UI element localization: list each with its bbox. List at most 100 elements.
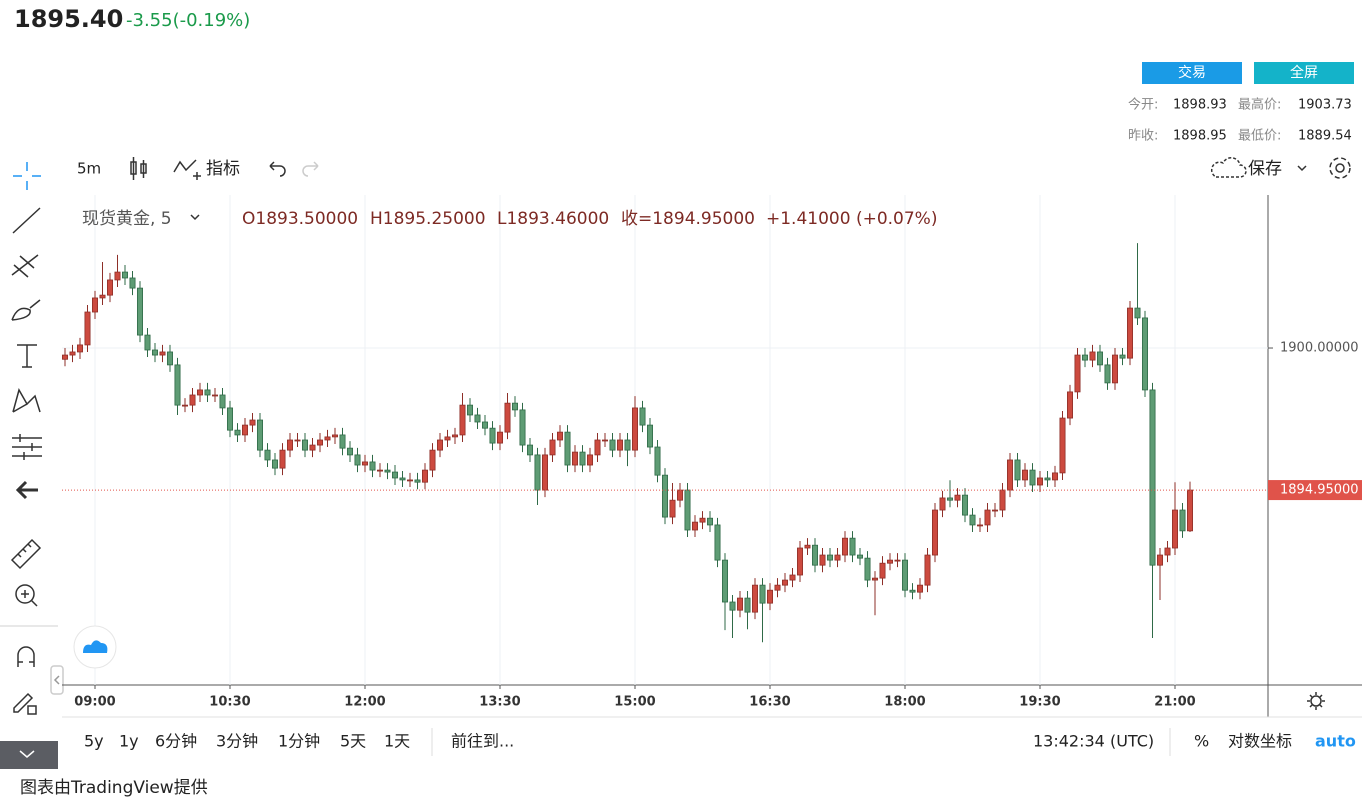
toolbar-toggle[interactable] — [50, 665, 64, 695]
candle-body — [639, 407, 646, 426]
candle-body — [887, 559, 894, 564]
x-tick-label: 21:00 — [1154, 695, 1195, 710]
crosshair-icon[interactable] — [13, 162, 41, 190]
stat-value: 1898.95 — [1173, 129, 1227, 144]
indicator-icon[interactable] — [173, 159, 201, 180]
log-toggle[interactable]: 对数坐标 — [1228, 732, 1292, 751]
candle-body — [992, 509, 999, 512]
candle-body — [436, 439, 443, 451]
candle-body — [557, 431, 564, 441]
brush-icon[interactable] — [11, 299, 41, 321]
range-button[interactable]: 5y — [84, 732, 104, 751]
candles — [62, 243, 1194, 643]
ruler-icon[interactable] — [10, 538, 42, 570]
toolbar-toggle-caret[interactable] — [53, 675, 60, 685]
candle-body — [654, 446, 661, 476]
trade-button-label[interactable]: 交易 — [1178, 64, 1206, 81]
range-button[interactable]: 1天 — [384, 732, 410, 751]
indicators[interactable]: 指标 — [206, 159, 240, 179]
candle-body — [669, 499, 676, 518]
candle-body — [819, 554, 826, 566]
fullscreen-button[interactable] — [1254, 62, 1354, 84]
legend-change: +1.41000 (+0.07%) — [766, 209, 937, 229]
trend-line-icon[interactable] — [12, 207, 41, 234]
percent-toggle[interactable]: % — [1194, 732, 1209, 751]
candle-body — [279, 449, 286, 469]
candle-body — [459, 404, 466, 436]
candle-body — [1037, 477, 1044, 486]
pattern-icon[interactable] — [12, 388, 41, 413]
interval[interactable]: 5m — [77, 160, 101, 178]
candle-body — [752, 584, 759, 613]
back-icon[interactable] — [15, 480, 38, 500]
candle-body — [947, 497, 954, 501]
candle-body — [542, 454, 549, 491]
candle-body — [211, 394, 218, 397]
range-button[interactable]: 3分钟 — [216, 732, 258, 751]
candle-body — [587, 454, 594, 466]
settings-icon[interactable] — [1329, 157, 1351, 179]
goto[interactable]: 前往到... — [451, 732, 514, 751]
candle-body — [617, 439, 624, 451]
save-caret[interactable] — [1297, 165, 1307, 172]
candle-body — [264, 449, 271, 461]
candle-body — [414, 479, 421, 483]
x-tick-label: 12:00 — [344, 695, 385, 710]
candle-body — [932, 509, 939, 556]
candle-body — [84, 311, 91, 346]
candle-body — [579, 451, 586, 466]
stat-label: 最低价: — [1238, 129, 1281, 144]
axis-settings-icon[interactable] — [1307, 692, 1325, 710]
auto-toggle[interactable]: auto — [1315, 732, 1356, 751]
candle-body — [1112, 354, 1119, 384]
candle-body — [301, 439, 308, 451]
save[interactable]: 保存 — [1248, 159, 1282, 179]
fullscreen-button-label[interactable]: 全屏 — [1290, 64, 1318, 81]
range-button[interactable]: 6分钟 — [155, 732, 197, 751]
candle-body — [684, 489, 691, 531]
zoom-icon[interactable] — [15, 584, 38, 607]
candle-body — [196, 389, 203, 396]
magnet-icon[interactable] — [17, 646, 35, 667]
candle-body — [354, 454, 361, 466]
range-button[interactable]: 1分钟 — [278, 732, 320, 751]
fib-icon[interactable] — [11, 254, 39, 278]
cloud-icon[interactable] — [1210, 157, 1247, 178]
candle-icon[interactable] — [130, 157, 147, 180]
candle-body — [204, 389, 211, 396]
price-change: -3.55(-0.19%) — [126, 10, 250, 31]
candle-body — [1149, 389, 1156, 566]
candle-body — [1104, 364, 1111, 384]
candle-body — [324, 436, 331, 441]
candle-body — [1014, 459, 1021, 481]
x-tick-label: 09:00 — [74, 695, 115, 710]
symbol[interactable]: 现货黄金, 5 — [82, 209, 172, 229]
text-icon[interactable] — [17, 344, 37, 368]
candle-body — [1029, 469, 1036, 486]
candle-body — [842, 537, 849, 556]
symbol-caret[interactable] — [190, 214, 200, 221]
range-button[interactable]: 1y — [119, 732, 139, 751]
left-toolbar — [0, 162, 64, 769]
candle-body — [954, 494, 961, 501]
candle-body — [189, 394, 196, 406]
candle-body — [361, 461, 368, 466]
footer: 图表由TradingView提供 — [20, 778, 208, 798]
candle-body — [129, 277, 136, 289]
candle-body — [444, 436, 451, 441]
candle-body — [594, 439, 601, 456]
logo[interactable] — [83, 640, 108, 653]
candle-body — [857, 554, 864, 559]
candle-body — [376, 469, 383, 472]
range-button[interactable]: 5天 — [340, 732, 366, 751]
collapse-caret[interactable] — [19, 750, 35, 758]
plot: 1900.00000 09:00 10:30 12:00 13:30 15:00 16:30… — [62, 195, 1362, 710]
stat-label: 昨收: — [1128, 129, 1158, 144]
candle-body — [894, 559, 901, 562]
candle-body — [136, 287, 143, 336]
lock-draw-icon[interactable] — [13, 692, 37, 715]
candle-body — [1164, 547, 1171, 556]
prediction-icon[interactable] — [12, 434, 42, 460]
trade-button[interactable] — [1142, 62, 1242, 84]
undo-icon[interactable] — [269, 161, 286, 177]
